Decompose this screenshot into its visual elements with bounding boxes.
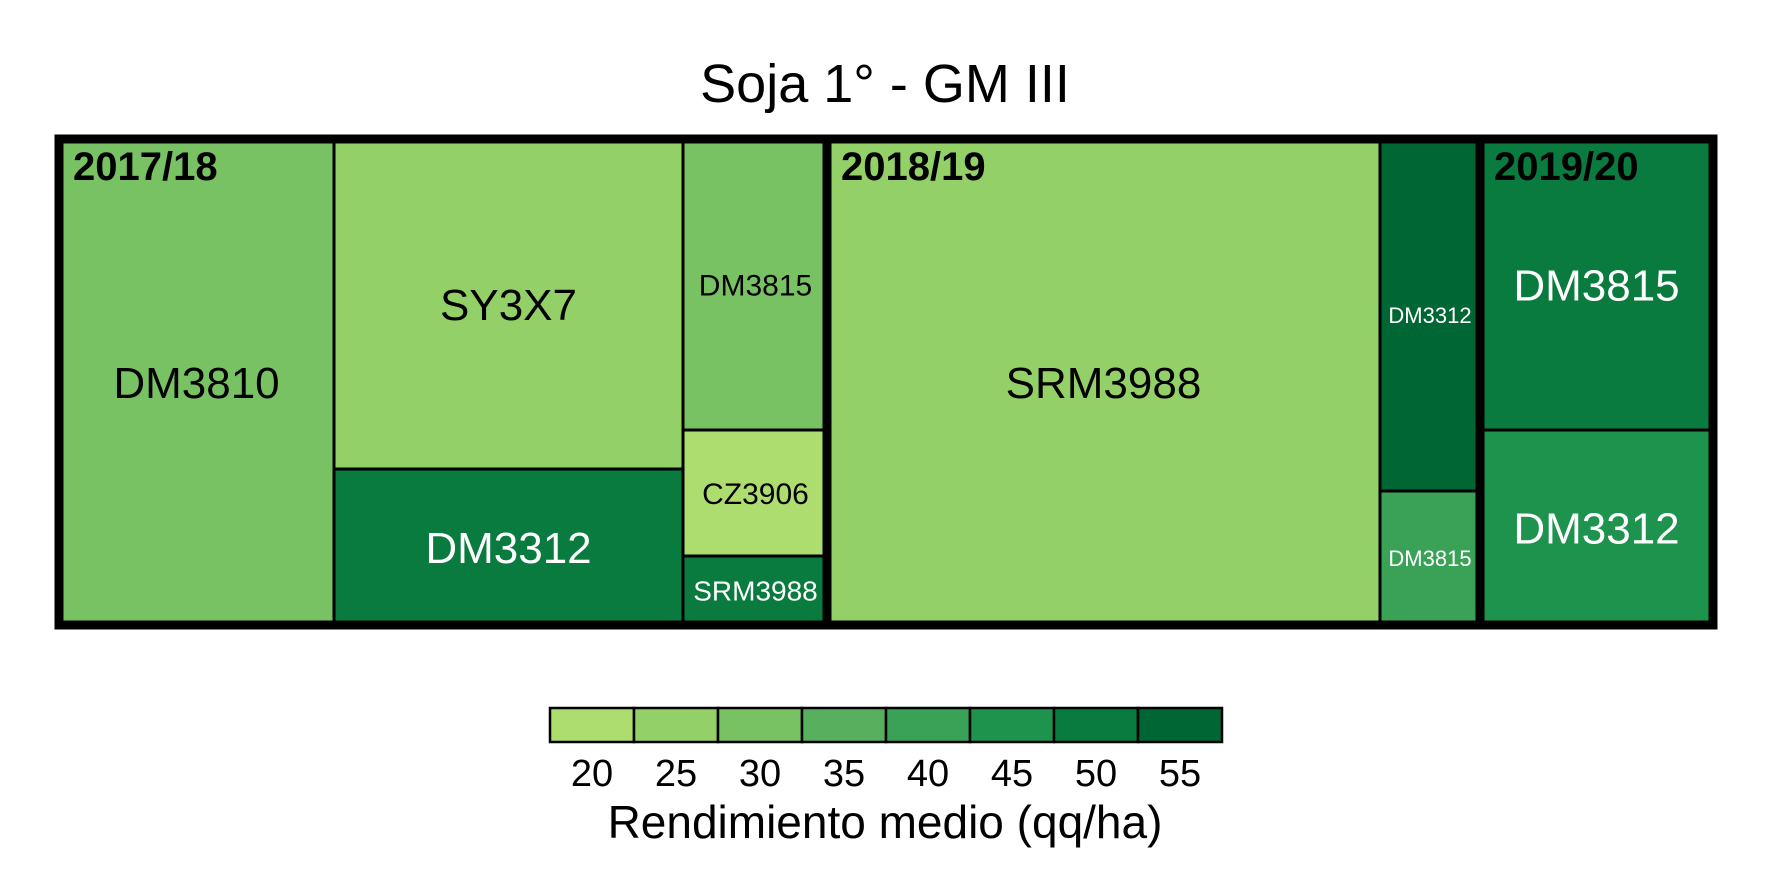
legend-swatch	[1052, 706, 1140, 744]
tile-dm3312-0	[332, 467, 685, 627]
tile-dm3810-0	[57, 137, 336, 627]
tile-dm3815-0	[681, 137, 830, 432]
legend-title: Rendimiento medio (qq/ha)	[608, 796, 1163, 848]
legend-tick-label: 40	[907, 753, 949, 795]
tile-label: DM3312	[1388, 303, 1471, 328]
group-label: 2017/18	[73, 145, 218, 189]
group-label: 2018/19	[841, 145, 986, 189]
tile-label: DM3312	[1513, 504, 1679, 553]
legend-tick-label: 30	[739, 753, 781, 795]
tile-sy3x7-0	[332, 137, 685, 471]
legend-swatch	[884, 706, 972, 744]
legend-tick-label: 45	[991, 753, 1033, 795]
tile-label: DM3815	[1513, 261, 1679, 310]
color-legend: 20 25 30 35 40 45 50 55	[548, 706, 1224, 795]
group-label: 2019/20	[1494, 145, 1639, 189]
legend-tick-label: 25	[655, 753, 697, 795]
tile-label: SY3X7	[440, 281, 577, 330]
treemap-tiles: DM3810 SY3X7 DM3312 DM3815 CZ3906 SRM3988 SRM3…	[57, 137, 1715, 627]
tile-label: CZ3906	[702, 478, 809, 511]
legend-swatch	[1136, 706, 1224, 744]
tile-dm3815-2	[1478, 137, 1715, 432]
legend-swatch	[632, 706, 720, 744]
chart-title: Soja 1° - GM III	[700, 54, 1070, 114]
tile-srm3988-0	[681, 554, 830, 627]
legend-tick-label: 20	[571, 753, 613, 795]
legend-tick-label: 55	[1159, 753, 1201, 795]
legend-tick-label: 50	[1075, 753, 1117, 795]
tile-label: DM3312	[425, 524, 591, 573]
group-border	[1475, 134, 1718, 630]
legend-swatch	[968, 706, 1056, 744]
legend-swatch	[716, 706, 804, 744]
legend-swatch	[548, 706, 636, 744]
legend-tick-label: 35	[823, 753, 865, 795]
tile-label: DM3815	[1388, 546, 1471, 571]
tile-srm3988-1	[825, 137, 1382, 627]
tile-label: SRM3988	[1006, 359, 1202, 408]
legend-swatch	[800, 706, 888, 744]
tile-label: DM3815	[699, 269, 812, 302]
treemap-group-borders: 2017/18 2018/19 2019/20	[54, 134, 1718, 630]
tile-dm3312-1	[1378, 137, 1482, 493]
tile-label: SRM3988	[693, 576, 818, 607]
tile-label: DM3810	[113, 359, 279, 408]
